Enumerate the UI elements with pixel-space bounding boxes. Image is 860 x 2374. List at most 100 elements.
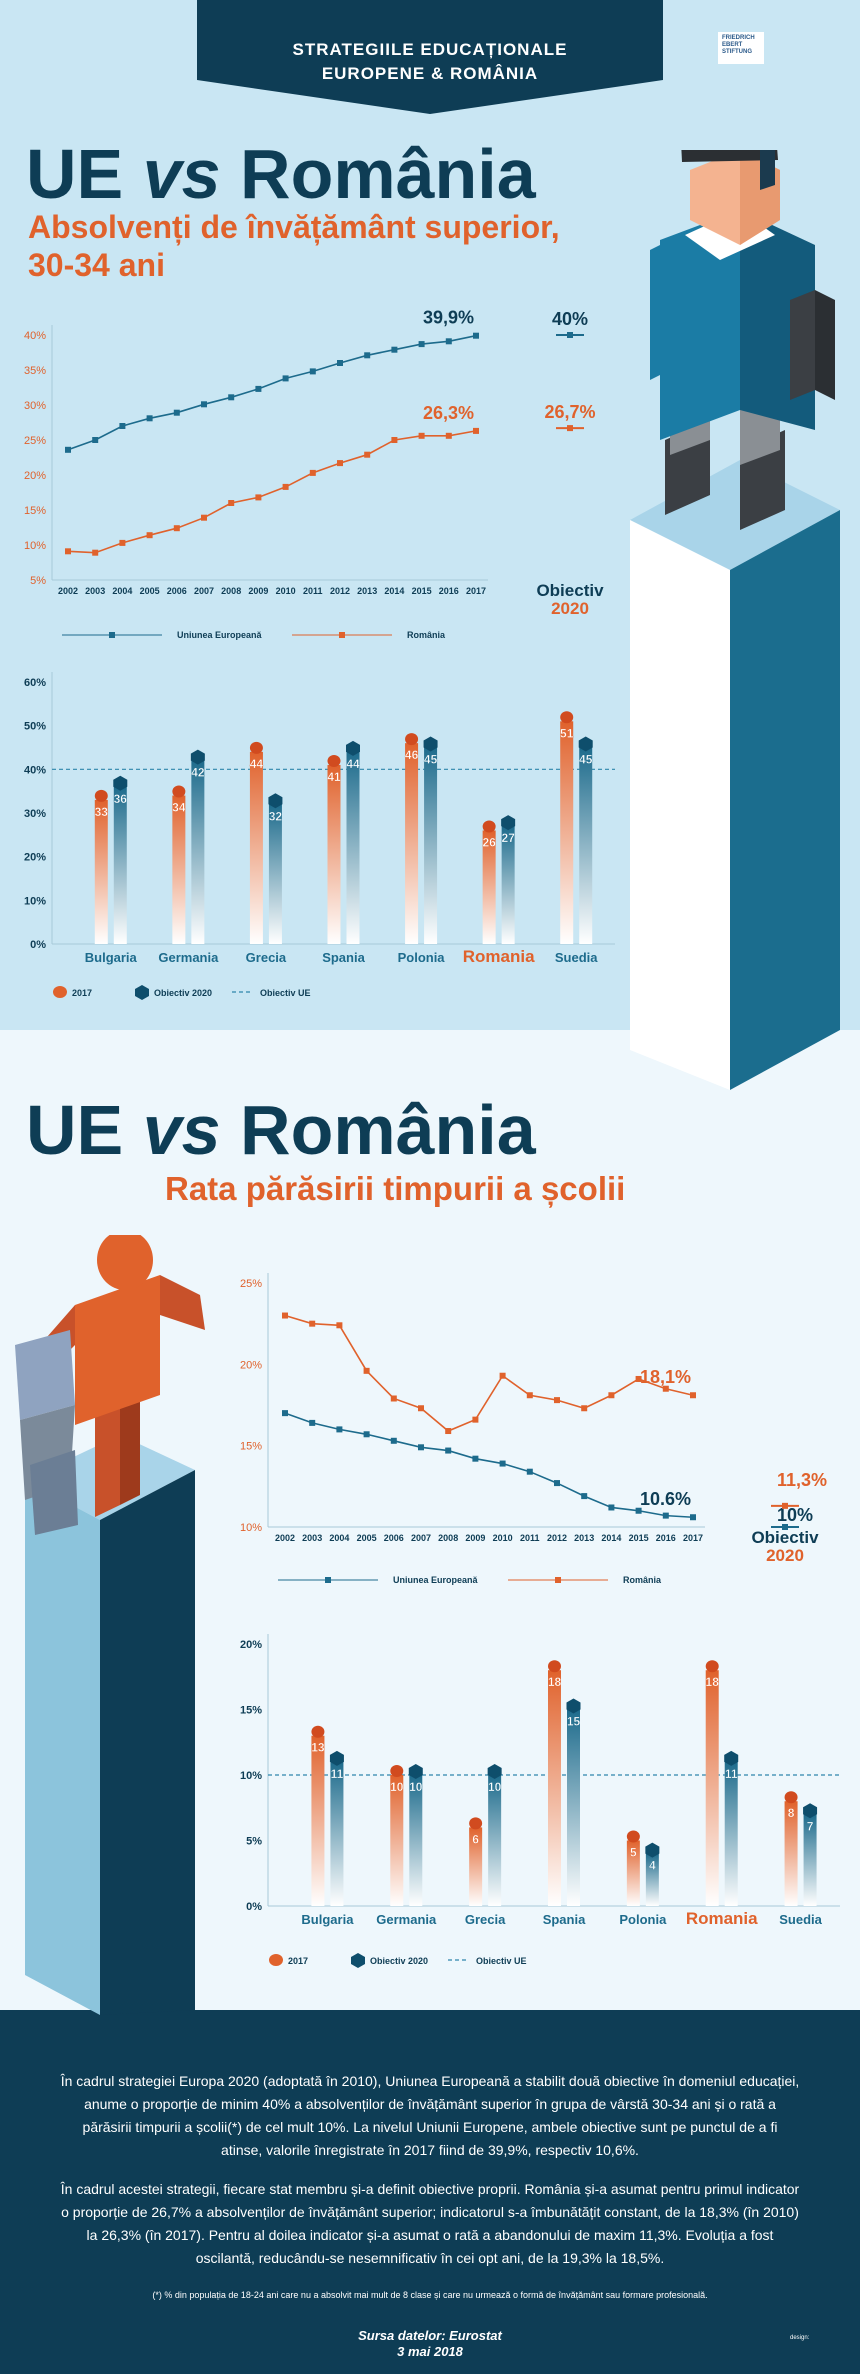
bar-cap bbox=[113, 775, 128, 791]
data-point bbox=[608, 1392, 615, 1399]
data-point bbox=[418, 341, 425, 348]
y-tick-label: 40% bbox=[24, 330, 46, 342]
target-point bbox=[782, 1524, 788, 1530]
bar-cap bbox=[346, 740, 360, 756]
bar-value-label: 7 bbox=[807, 1819, 814, 1833]
y-tick-label: 40% bbox=[24, 764, 46, 776]
bar-value-label: 45 bbox=[579, 753, 593, 767]
category-label: Romania bbox=[463, 947, 535, 966]
chart-leavers-bar: 0% 5% 10% 15% 20% Bulgaria 13 11 Germania 10 10 Gre… bbox=[240, 1634, 840, 1968]
bar bbox=[390, 1775, 404, 1906]
data-point bbox=[337, 460, 343, 467]
y-tick-label: 20% bbox=[240, 1359, 262, 1371]
x-tick-label: 2017 bbox=[683, 1533, 703, 1543]
series-line-0 bbox=[284, 1412, 694, 1519]
y-tick-label: 10% bbox=[240, 1522, 262, 1534]
bar bbox=[469, 1827, 483, 1906]
bar-cap bbox=[327, 754, 341, 767]
data-point bbox=[92, 437, 99, 443]
data-point bbox=[65, 548, 71, 555]
legend-eu-marker bbox=[325, 1577, 331, 1583]
bar bbox=[191, 760, 205, 944]
data-point bbox=[499, 1372, 506, 1379]
data-point bbox=[690, 1514, 696, 1521]
section-text bbox=[0, 2010, 860, 2374]
x-tick-label: 2014 bbox=[601, 1533, 621, 1543]
x-tick-label: 2004 bbox=[329, 1533, 349, 1543]
bar-value-label: 26 bbox=[482, 835, 496, 849]
category-label: Polonia bbox=[619, 1912, 667, 1927]
y-tick-label: 15% bbox=[240, 1705, 262, 1717]
data-point bbox=[662, 1512, 669, 1519]
bar bbox=[172, 795, 186, 944]
x-tick-label: 2007 bbox=[411, 1533, 431, 1543]
chart-graduates-line: 5% 10% 15% 20% 25% 30% 35% 40% 2002 2003 2004 2005 2… bbox=[24, 308, 604, 640]
bar bbox=[482, 830, 496, 944]
legend-ro-marker bbox=[555, 1577, 561, 1583]
x-tick-label: 2004 bbox=[112, 586, 132, 596]
legend-2017-marker bbox=[269, 1954, 283, 1966]
c4-all: 0% 5% 10% 15% 20% Bulgaria 13 11 Germania 10 10 Gre… bbox=[240, 1634, 840, 1968]
title-ue: UE bbox=[26, 135, 124, 213]
x-tick-label: 2010 bbox=[276, 586, 296, 596]
series-line-1 bbox=[284, 1314, 694, 1432]
banner-line-2: EUROPENE & ROMÂNIA bbox=[321, 64, 539, 83]
bar-value-label: 36 bbox=[114, 792, 128, 806]
graduate-illustration bbox=[630, 150, 840, 1090]
bar-cap bbox=[172, 785, 186, 798]
bar-value-label: 15 bbox=[567, 1715, 581, 1729]
subtitle-line-2: 30-34 ani bbox=[28, 247, 165, 283]
bar-cap bbox=[501, 815, 516, 831]
y-tick-label: 0% bbox=[246, 1901, 262, 1913]
x-tick-label: 2011 bbox=[303, 586, 323, 596]
fes-logo: FRIEDRICH EBERT STIFTUNG bbox=[718, 32, 764, 64]
bar-cap bbox=[268, 793, 283, 809]
y-tick-label: 10% bbox=[240, 1770, 262, 1782]
bar bbox=[567, 1709, 580, 1906]
data-point bbox=[363, 1431, 370, 1438]
data-point bbox=[473, 332, 479, 339]
end-label: 26,3% bbox=[423, 403, 474, 423]
data-point bbox=[472, 1416, 479, 1423]
title-romania: România bbox=[240, 135, 536, 213]
bar-cap bbox=[94, 789, 108, 802]
data-point bbox=[282, 1410, 288, 1417]
y-tick-label: 15% bbox=[24, 505, 46, 517]
header-banner bbox=[197, 0, 663, 80]
bar-cap bbox=[249, 741, 263, 754]
bar-value-label: 34 bbox=[172, 801, 186, 815]
data-point bbox=[173, 409, 180, 416]
paragraph-2: În cadrul acestei strategii, fiecare sta… bbox=[60, 2181, 800, 2266]
chart-leavers-line: 10% 15% 20% 25% 2002 2003 2004 2005 2006 2007 2008… bbox=[240, 1273, 827, 1585]
data-point bbox=[445, 432, 452, 439]
bar bbox=[249, 751, 263, 944]
bar-value-label: 10 bbox=[488, 1780, 502, 1794]
data-point bbox=[526, 1392, 533, 1399]
legend-eu-label: Uniunea Europeană bbox=[393, 1575, 479, 1585]
subtitle-line-1: Absolvenți de învățământ superior, bbox=[28, 209, 560, 245]
bar-cap bbox=[469, 1817, 483, 1830]
bar bbox=[330, 1761, 344, 1906]
data-point bbox=[662, 1385, 669, 1392]
category-label: Grecia bbox=[465, 1912, 506, 1927]
c3-all: 10% 15% 20% 25% 2002 2003 2004 2005 2006 2007 2008… bbox=[240, 1273, 827, 1585]
data-point bbox=[282, 483, 289, 490]
data-point bbox=[309, 1419, 316, 1426]
target-value-label: 26,7% bbox=[544, 402, 595, 422]
bar-cap bbox=[803, 1803, 818, 1819]
data-point bbox=[472, 1455, 479, 1462]
section2-subtitle: Rata părăsirii timpurii a școlii bbox=[165, 1170, 626, 1207]
section2-title: UE vs România bbox=[26, 1094, 536, 1166]
data-point bbox=[390, 1437, 397, 1444]
legend-target-label: Obiectiv 2020 bbox=[370, 1956, 428, 1966]
data-point bbox=[418, 432, 425, 439]
target-year: 2020 bbox=[551, 599, 589, 618]
section1-title: UE vs România bbox=[26, 138, 536, 210]
y-tick-label: 35% bbox=[24, 365, 46, 377]
bar bbox=[645, 1853, 659, 1906]
x-tick-label: 2003 bbox=[302, 1533, 322, 1543]
data-point bbox=[635, 1375, 642, 1382]
data-point bbox=[554, 1480, 560, 1487]
series-line-1 bbox=[67, 430, 477, 554]
chart-graduates-bar: 0% 10% 20% 30% 40% 50% 60% Bulgaria 33 36 Germania… bbox=[24, 672, 615, 1000]
